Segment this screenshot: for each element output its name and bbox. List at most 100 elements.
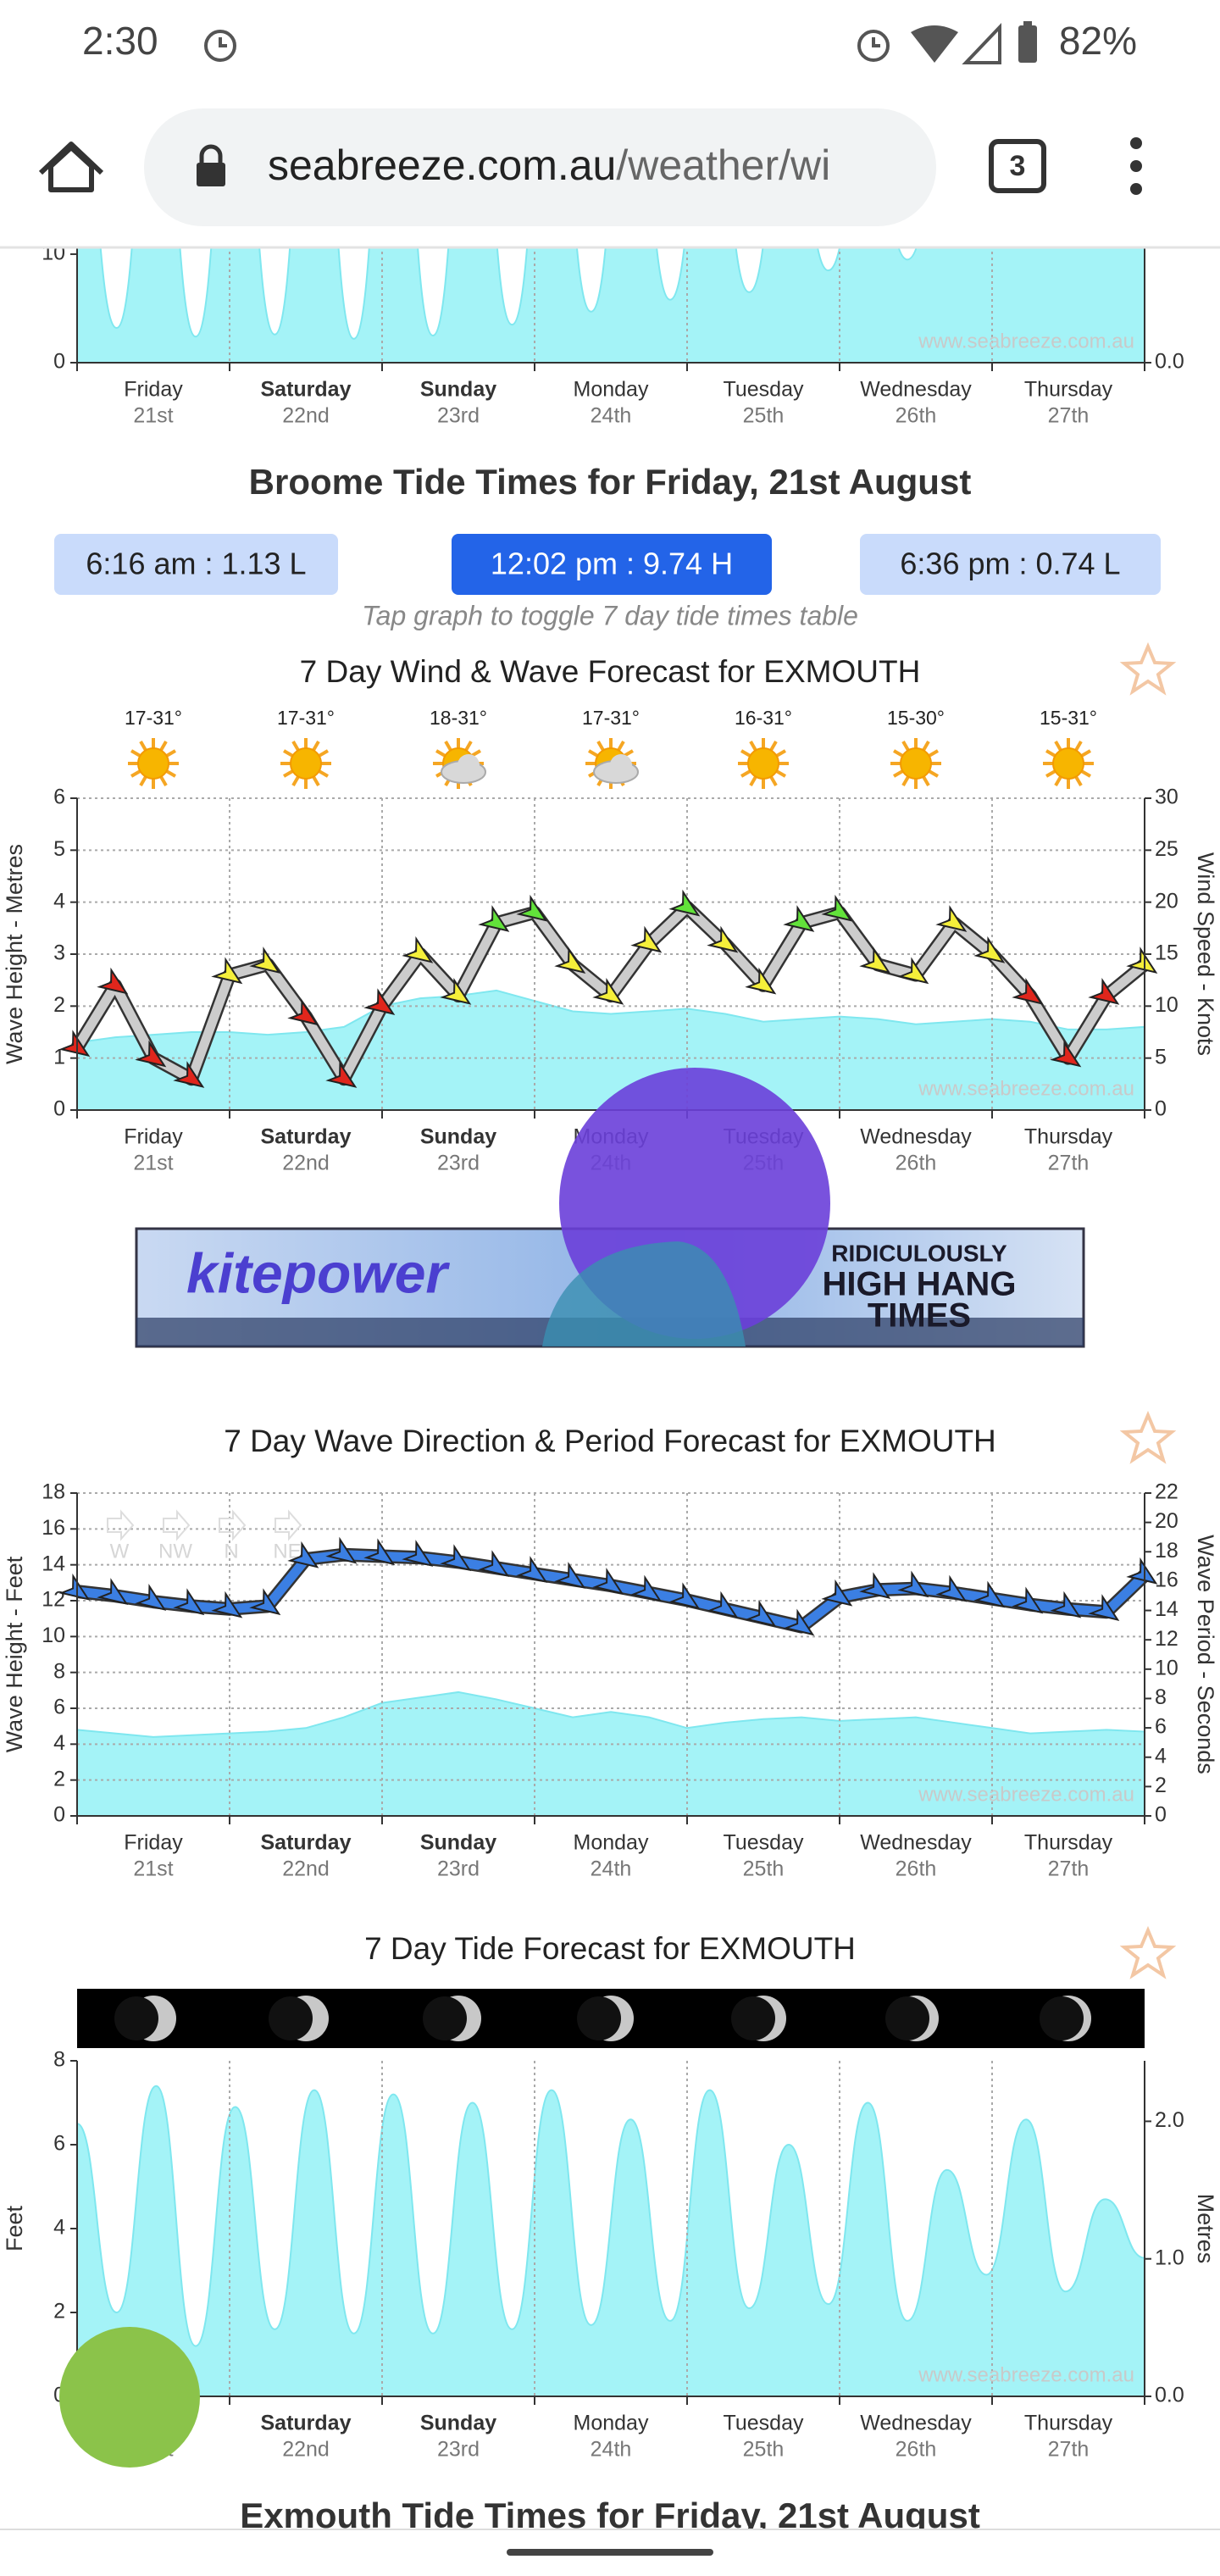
direction-arrow [274, 1509, 302, 1541]
y2-tick-label: 10 [1155, 993, 1178, 1017]
y2-tick-label: 20 [1155, 1509, 1178, 1533]
y2-tick-label: 14 [1155, 1597, 1178, 1621]
arrow-marker [1012, 977, 1044, 1005]
sun-ray [165, 749, 176, 758]
tide-time-button[interactable] [54, 534, 338, 595]
x-tick-label: Saturday [261, 1125, 352, 1149]
chart: 7 Day Tide Forecast for EXMOUTH024680.01… [2, 1931, 1218, 2462]
sun-ray [1054, 775, 1062, 786]
sun-ray [922, 775, 930, 786]
arrow-marker [440, 1544, 472, 1572]
sun-ray [318, 749, 329, 758]
x-tick-date: 21st [133, 404, 173, 428]
temperature-range: 16-31° [735, 707, 792, 729]
x-tick-date: 22nd [282, 2438, 330, 2462]
y2-axis-title: Wave Period - Seconds [1193, 1535, 1218, 1774]
y-tick-label: 0 [53, 1097, 65, 1121]
sun-ray [596, 741, 605, 752]
y2-tick-label: 30 [1155, 786, 1178, 809]
tide-time-button[interactable] [860, 534, 1161, 595]
x-tick-date: 26th [896, 1152, 937, 1175]
arrow-marker [783, 1608, 815, 1636]
sun-ray [139, 741, 147, 752]
x-tick-label: Tuesday [724, 378, 804, 402]
favourite-star[interactable] [1119, 641, 1177, 696]
y2-tick-label: 4 [1155, 1744, 1167, 1768]
x-tick-date: 27th [1048, 1857, 1090, 1881]
moon-shadow [731, 1996, 775, 2040]
x-tick-label: Friday [124, 378, 183, 402]
floating-button[interactable] [59, 2327, 200, 2468]
menu-button[interactable] [1130, 137, 1142, 195]
sun-ray [312, 741, 320, 752]
x-tick-date: 27th [1048, 404, 1090, 428]
temperature-range: 15-30° [887, 707, 945, 729]
sun-ray [893, 749, 904, 758]
gesture-bar[interactable] [507, 2549, 713, 2556]
arrow-marker [592, 1568, 624, 1595]
direction-arrow [219, 1509, 247, 1541]
arrow-marker [630, 925, 663, 953]
y-tick-label: 8 [53, 2048, 65, 2072]
x-tick-label: Sunday [420, 1125, 496, 1149]
y-tick-label: 0 [53, 1803, 65, 1827]
sun [290, 747, 322, 780]
tabs-button[interactable] [989, 139, 1046, 193]
y2-tick-label: 10 [1155, 1656, 1178, 1679]
y2-tick-label: 22 [1155, 1480, 1178, 1504]
url-bar[interactable] [144, 108, 936, 226]
x-tick-label: Sunday [420, 378, 496, 402]
arrow-marker [135, 1584, 167, 1611]
arrow-marker [707, 925, 739, 953]
cloud [458, 754, 480, 776]
battery-cap [1023, 21, 1032, 26]
x-tick-date: 23rd [437, 1152, 480, 1175]
y2-tick-label: 15 [1155, 941, 1178, 965]
favourite-star[interactable] [1119, 1410, 1177, 1464]
arrow-marker [211, 1591, 243, 1618]
wifi-icon [911, 25, 958, 63]
y-tick-label: 2 [53, 993, 65, 1017]
sun-ray [470, 749, 481, 758]
arrow-marker [668, 889, 701, 917]
x-tick-date: 21st [133, 1152, 173, 1175]
tide-time-button[interactable] [452, 534, 772, 595]
arrow-marker [58, 1030, 91, 1058]
banner-line: RIDICULOUSLY [831, 1240, 1007, 1266]
direction-label: W [110, 1540, 130, 1563]
url-text: seabreeze.com.au/weather/wi [268, 142, 830, 189]
arrow-marker [1088, 1594, 1120, 1621]
x-tick-date: 25th [743, 2438, 785, 2462]
x-tick-label: Saturday [261, 2412, 352, 2435]
x-tick-date: 24th [591, 1857, 632, 1881]
y-tick-label: 3 [53, 941, 65, 965]
sun-ray [291, 741, 300, 752]
sun-ray [435, 749, 446, 758]
arrow-marker [1088, 977, 1120, 1005]
moon-shadow [423, 1996, 467, 2040]
area-series [76, 2085, 1145, 2397]
temperature-range: 17-31° [277, 707, 335, 729]
area-series [76, 1690, 1145, 1817]
x-tick-label: Tuesday [724, 1831, 804, 1855]
arrow-marker [897, 957, 929, 985]
x-tick-date: 26th [896, 404, 937, 428]
chart-title: 7 Day Tide Forecast for EXMOUTH [364, 1931, 856, 1966]
sun-ray [928, 769, 939, 778]
direction-label: NW [158, 1540, 192, 1563]
x-tick-label: Thursday [1024, 378, 1113, 402]
alarm-icon [857, 30, 890, 62]
x-tick-label: Monday [574, 2412, 649, 2435]
home-button[interactable] [38, 142, 104, 192]
banner-ad[interactable]: kitepower RIDICULOUSLY HIGH HANG TIMES [135, 1068, 1085, 1348]
x-tick-label: Thursday [1024, 2412, 1113, 2435]
arrow-marker [58, 1573, 91, 1601]
x-tick-date: 22nd [282, 404, 330, 428]
x-tick-date: 24th [591, 404, 632, 428]
sun-ray [159, 775, 168, 786]
sun-ray [893, 769, 904, 778]
favourite-star[interactable] [1119, 1925, 1177, 1979]
x-tick-date: 23rd [437, 404, 480, 428]
arrow-marker [402, 935, 434, 963]
favourites [1119, 641, 1177, 1979]
